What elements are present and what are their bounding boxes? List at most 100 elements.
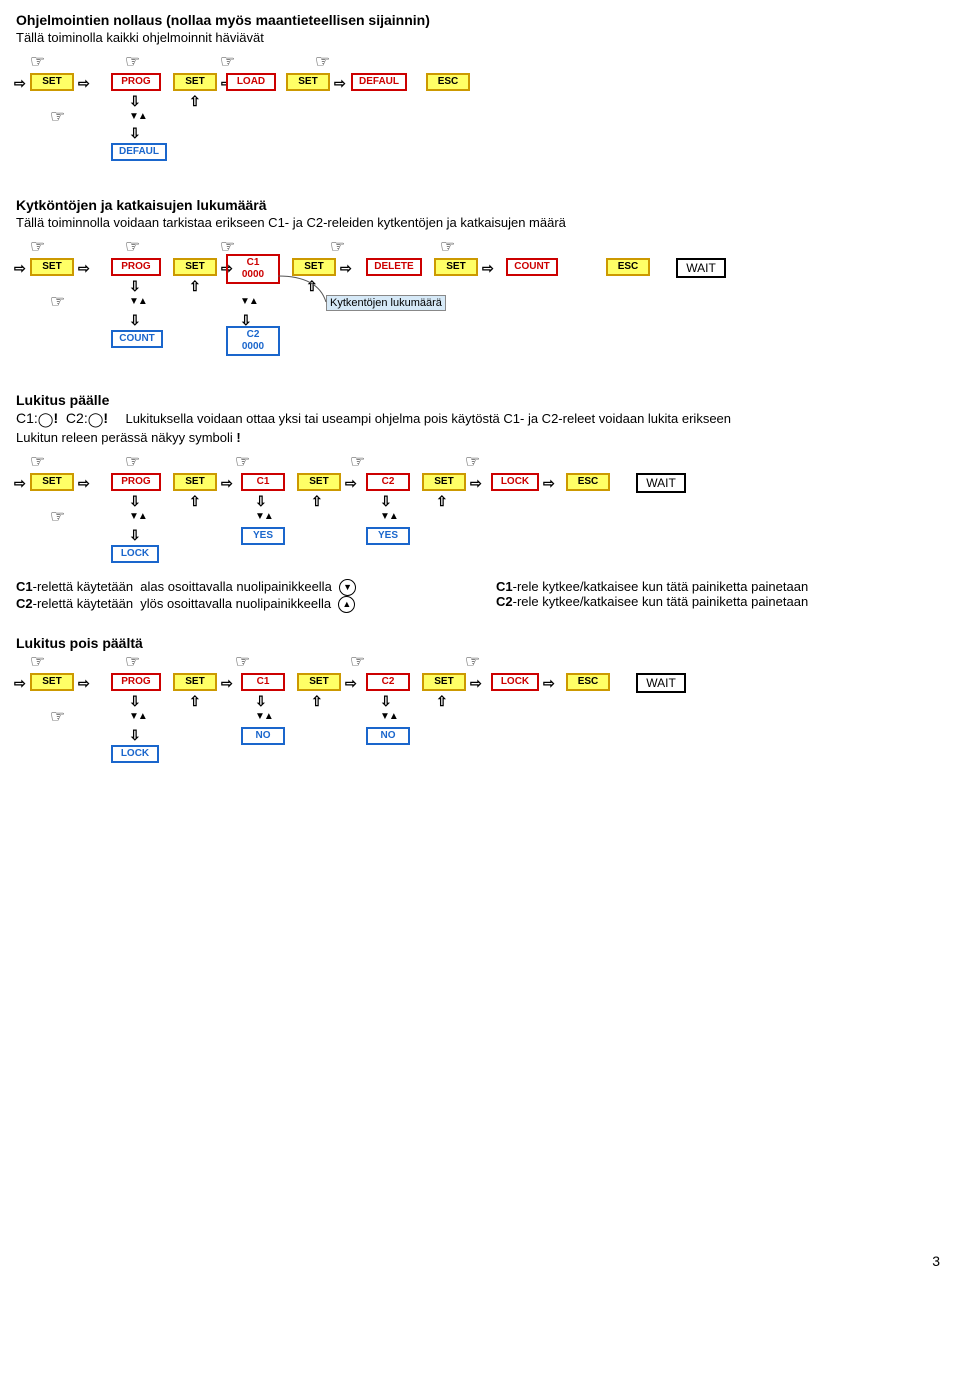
step-box: SET bbox=[30, 673, 74, 691]
step-box: SET bbox=[422, 473, 466, 491]
arrow-icon: ⇧ bbox=[436, 693, 448, 710]
hand-icon: ☞ bbox=[235, 653, 250, 670]
step-box: LOCK bbox=[111, 545, 159, 563]
arrow-icon: ⇨ bbox=[334, 75, 346, 92]
arrow-icon: ⇨ bbox=[470, 475, 482, 492]
arrow-icon: ⇧ bbox=[311, 693, 323, 710]
arrow-icon: ⇨ bbox=[78, 475, 90, 492]
hand-icon: ☞ bbox=[30, 453, 45, 470]
lock-on-title: Lukitus päälle bbox=[16, 392, 944, 408]
triangle-pair-icon: ▼▲ bbox=[380, 511, 398, 522]
arrow-icon: ⇩ bbox=[129, 527, 141, 544]
hand-icon: ☞ bbox=[30, 53, 45, 70]
arrow-icon: ⇩ bbox=[255, 693, 267, 710]
step-box: SET bbox=[30, 73, 74, 91]
step-box: ESC bbox=[426, 73, 470, 91]
step-box: ESC bbox=[566, 673, 610, 691]
arrow-icon: ⇧ bbox=[189, 93, 201, 110]
step-box: SET bbox=[30, 473, 74, 491]
hand-icon: ☞ bbox=[330, 238, 345, 255]
c2-box: C20000 bbox=[226, 326, 280, 356]
hand-icon: ☞ bbox=[465, 653, 480, 670]
triangle-pair-icon: ▼▲ bbox=[129, 111, 147, 122]
arrow-icon: ⇨ bbox=[345, 675, 357, 692]
triangle-pair-icon: ▼▲ bbox=[255, 511, 273, 522]
arrow-icon: ⇨ bbox=[78, 75, 90, 92]
arrow-icon: ⇨ bbox=[221, 475, 233, 492]
step-box: C1 bbox=[241, 673, 285, 691]
step-box: PROG bbox=[111, 673, 161, 691]
arrow-icon: ⇩ bbox=[129, 693, 141, 710]
step-box: SET bbox=[30, 258, 74, 276]
count-title: Kytköntöjen ja katkaisujen lukumäärä bbox=[16, 197, 944, 213]
step-box: DEFAUL bbox=[111, 143, 167, 161]
arrow-icon: ⇨ bbox=[78, 675, 90, 692]
page-number: 3 bbox=[16, 1253, 944, 1269]
circle-arrow-icon: ▲ bbox=[338, 596, 355, 613]
step-box: LOCK bbox=[491, 673, 539, 691]
step-box: SET bbox=[434, 258, 478, 276]
lock-on-sub2: Lukitun releen perässä näkyy symboli ǃ bbox=[16, 430, 944, 445]
arrow-icon: ⇨ bbox=[543, 675, 555, 692]
arrow-icon: ⇩ bbox=[129, 493, 141, 510]
step-box: COUNT bbox=[111, 330, 163, 348]
step-box: SET bbox=[173, 258, 217, 276]
step-box: PROG bbox=[111, 73, 161, 91]
triangle-pair-icon: ▼▲ bbox=[380, 711, 398, 722]
section-count: Kytköntöjen ja katkaisujen lukumäärä Täl… bbox=[16, 197, 944, 368]
arrow-icon: ⇧ bbox=[189, 493, 201, 510]
hand-icon: ☞ bbox=[440, 238, 455, 255]
step-box: C2 bbox=[366, 673, 410, 691]
arrow-icon: ⇧ bbox=[436, 493, 448, 510]
hand-icon: ☞ bbox=[125, 453, 140, 470]
c1-box: C10000 bbox=[226, 254, 280, 284]
count-sub: Tällä toiminnolla voidaan tarkistaa erik… bbox=[16, 215, 944, 230]
arrow-icon: ⇨ bbox=[221, 675, 233, 692]
hand-icon: ☞ bbox=[50, 708, 65, 725]
section-reset: Ohjelmointien nollaus (nollaa myös maant… bbox=[16, 12, 944, 173]
hand-icon: ☞ bbox=[220, 53, 235, 70]
arrow-icon: ⇨ bbox=[345, 475, 357, 492]
step-box: COUNT bbox=[506, 258, 558, 276]
step-box: LOCK bbox=[111, 745, 159, 763]
step-box: C2 bbox=[366, 473, 410, 491]
hand-icon: ☞ bbox=[30, 238, 45, 255]
hand-icon: ☞ bbox=[350, 653, 365, 670]
hand-icon: ☞ bbox=[30, 653, 45, 670]
hand-icon: ☞ bbox=[50, 108, 65, 125]
arrow-icon: ⇩ bbox=[380, 693, 392, 710]
arrow-icon: ⇩ bbox=[129, 278, 141, 295]
hand-icon: ☞ bbox=[125, 53, 140, 70]
hand-icon: ☞ bbox=[125, 238, 140, 255]
step-box: SET bbox=[297, 473, 341, 491]
arrow-icon: ⇨ bbox=[482, 260, 494, 277]
arrow-icon: ⇧ bbox=[189, 693, 201, 710]
lock-on-footnotes: C1-relettä käytetään alas osoittavalla n… bbox=[16, 579, 944, 613]
arrow-icon: ⇨ bbox=[14, 475, 26, 492]
section-lock-on: Lukitus päälle C1:◯ǃ C2:◯ǃ Lukituksella … bbox=[16, 392, 944, 613]
arrow-icon: ⇩ bbox=[129, 312, 141, 329]
arrow-icon: ⇧ bbox=[311, 493, 323, 510]
step-box: YES bbox=[241, 527, 285, 545]
arrow-icon: ⇨ bbox=[470, 675, 482, 692]
step-box: SET bbox=[173, 73, 217, 91]
step-box: WAIT bbox=[636, 473, 686, 493]
step-box: DEFAUL bbox=[351, 73, 407, 91]
lock-off-title: Lukitus pois päältä bbox=[16, 635, 944, 651]
hand-icon: ☞ bbox=[315, 53, 330, 70]
step-box: YES bbox=[366, 527, 410, 545]
hand-icon: ☞ bbox=[50, 508, 65, 525]
triangle-pair-icon: ▼▲ bbox=[129, 511, 147, 522]
reset-diagram: ☞☞☞☞⇨SET⇨PROGSET⇨LOADSET⇨DEFAULESC⇩⇧☞▼▲⇩… bbox=[16, 53, 944, 173]
arrow-icon: ⇩ bbox=[129, 93, 141, 110]
hand-icon: ☞ bbox=[220, 238, 235, 255]
arrow-icon: ⇨ bbox=[14, 260, 26, 277]
step-box: NO bbox=[241, 727, 285, 745]
arrow-icon: ⇨ bbox=[14, 75, 26, 92]
hand-icon: ☞ bbox=[350, 453, 365, 470]
step-box: C1 bbox=[241, 473, 285, 491]
arrow-icon: ⇧ bbox=[189, 278, 201, 295]
hand-icon: ☞ bbox=[50, 293, 65, 310]
step-box: NO bbox=[366, 727, 410, 745]
step-box: ESC bbox=[566, 473, 610, 491]
